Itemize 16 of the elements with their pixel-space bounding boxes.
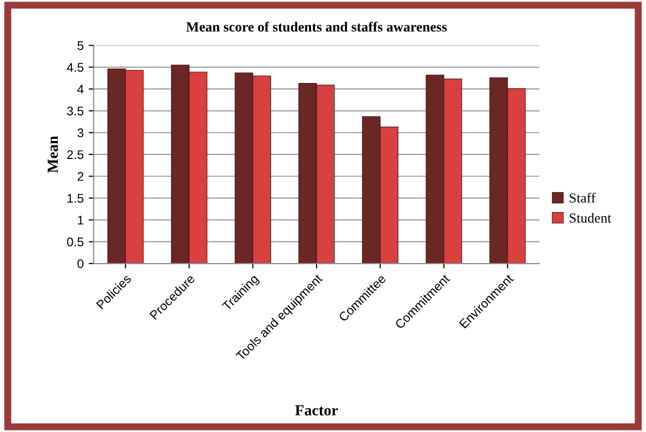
y-tick-label: 2.5 bbox=[67, 150, 84, 160]
y-axis-title: Mean bbox=[48, 136, 58, 173]
y-tick-label: 5 bbox=[77, 41, 84, 50]
x-axis-title: Factor bbox=[295, 405, 338, 416]
legend-label: Student bbox=[570, 212, 612, 223]
y-tick-label: 3.5 bbox=[67, 106, 84, 116]
y-tick-label: 2 bbox=[78, 172, 84, 181]
y-tick-label: 1 bbox=[78, 216, 84, 224]
y-tick-label: 3 bbox=[77, 128, 84, 138]
y-tick-label: 0.5 bbox=[67, 238, 84, 246]
y-tick-label: 4 bbox=[77, 84, 84, 94]
y-tick-label: 1.5 bbox=[68, 194, 84, 203]
y-tick-label: 0 bbox=[77, 259, 84, 268]
y-tick-label: 4.5 bbox=[66, 63, 84, 72]
legend-label: Staff bbox=[570, 192, 596, 203]
chart-title: Mean score of students and staffs awareness bbox=[186, 22, 447, 32]
